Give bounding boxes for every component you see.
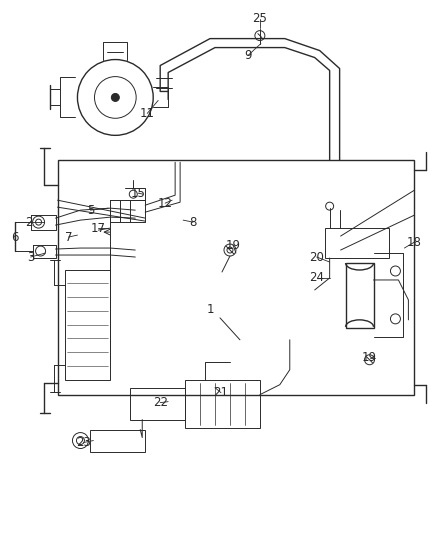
Text: 6: 6	[11, 231, 18, 244]
Text: 17: 17	[91, 222, 106, 235]
Text: 21: 21	[213, 386, 229, 399]
Text: 19: 19	[362, 351, 377, 364]
Circle shape	[111, 93, 119, 101]
Text: 15: 15	[131, 187, 146, 200]
Text: 11: 11	[140, 107, 155, 120]
Text: 22: 22	[153, 396, 168, 409]
Bar	[130, 387, 185, 419]
Text: 8: 8	[189, 216, 197, 229]
Text: 3: 3	[27, 251, 34, 263]
Text: 5: 5	[87, 204, 94, 216]
Text: 9: 9	[244, 49, 252, 62]
Text: 25: 25	[252, 12, 267, 25]
Bar	[90, 430, 145, 451]
Text: 23: 23	[76, 436, 91, 449]
Text: 18: 18	[407, 236, 422, 248]
Text: 20: 20	[309, 251, 324, 263]
Text: 2: 2	[25, 216, 32, 229]
Text: 12: 12	[158, 197, 173, 209]
Bar	[325, 228, 389, 258]
Bar	[66, 270, 110, 379]
Text: 1: 1	[206, 303, 214, 317]
Text: 19: 19	[226, 239, 240, 252]
Bar	[185, 379, 260, 427]
Bar	[57, 160, 414, 394]
Bar	[346, 263, 374, 328]
Text: 24: 24	[309, 271, 324, 285]
Text: 7: 7	[65, 231, 72, 244]
